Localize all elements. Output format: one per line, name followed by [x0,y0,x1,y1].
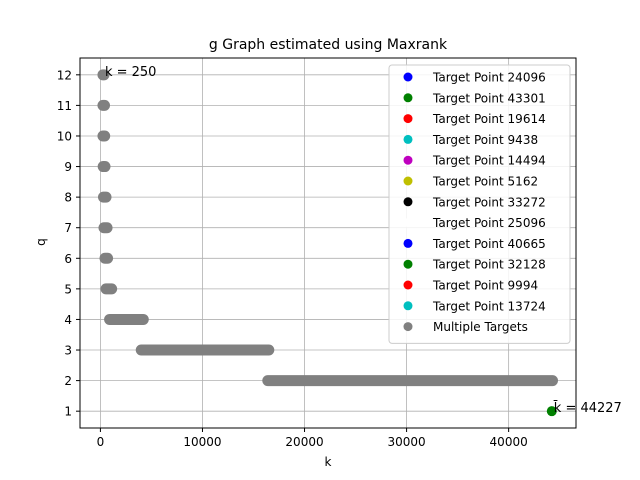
x-tick-label: 40000 [490,435,528,449]
y-tick-label: 1 [64,405,72,419]
y-tick-label: 2 [64,374,72,388]
y-tick-label: 4 [64,313,72,327]
data-point [546,406,557,417]
x-axis-label: k [325,455,332,469]
legend-marker [403,301,413,311]
legend-marker [403,72,413,82]
legend-label: Target Point 24096 [432,71,546,85]
legend-label: Target Point 9438 [432,133,538,147]
y-tick-label: 12 [57,68,72,82]
legend-marker [403,93,413,103]
legend-marker [403,259,413,269]
x-tick-label: 30000 [387,435,425,449]
legend-marker [403,322,413,332]
legend-label: Target Point 5162 [432,175,538,189]
axes-frame [79,57,577,429]
legend-label: Target Point 32128 [432,258,546,272]
y-tick-label: 3 [64,344,72,358]
legend-label: Target Point 40665 [432,237,546,251]
y-tick-label: 8 [64,191,72,205]
legend-label: Target Point 25096 [432,216,546,230]
y-tick-label: 11 [57,99,72,113]
legend-marker [403,114,413,124]
legend-label: Target Point 33272 [432,195,546,209]
legend-marker [403,280,413,290]
legend-label: Multiple Targets [433,320,528,334]
legend-marker [403,134,413,144]
chart-title: g Graph estimated using Maxrank [209,37,448,53]
legend-label: Target Point 43301 [432,91,546,105]
x-tick-label: 10000 [183,435,221,449]
x-tick-label: 0 [97,435,105,449]
legend-marker [403,176,413,186]
y-tick-label: 10 [57,129,72,143]
annotation-label: k = 250 [105,65,156,80]
legend-label: Target Point 19614 [432,112,546,126]
y-tick-label: 6 [64,252,72,266]
y-axis-label: q [34,238,48,246]
annotation-label: k̄ = 44227 [553,401,622,416]
legend-marker [403,238,413,248]
legend-marker [403,218,413,228]
y-tick-label: 5 [64,282,72,296]
x-tick-label: 20000 [285,435,323,449]
legend-box [388,64,571,344]
legend-marker [403,155,413,165]
legend-label: Target Point 13724 [432,299,546,313]
legend-marker [403,197,413,207]
legend-label: Target Point 9994 [432,279,538,293]
y-tick-label: 9 [64,160,72,174]
y-tick-label: 7 [64,221,72,235]
legend-label: Target Point 14494 [432,154,546,168]
